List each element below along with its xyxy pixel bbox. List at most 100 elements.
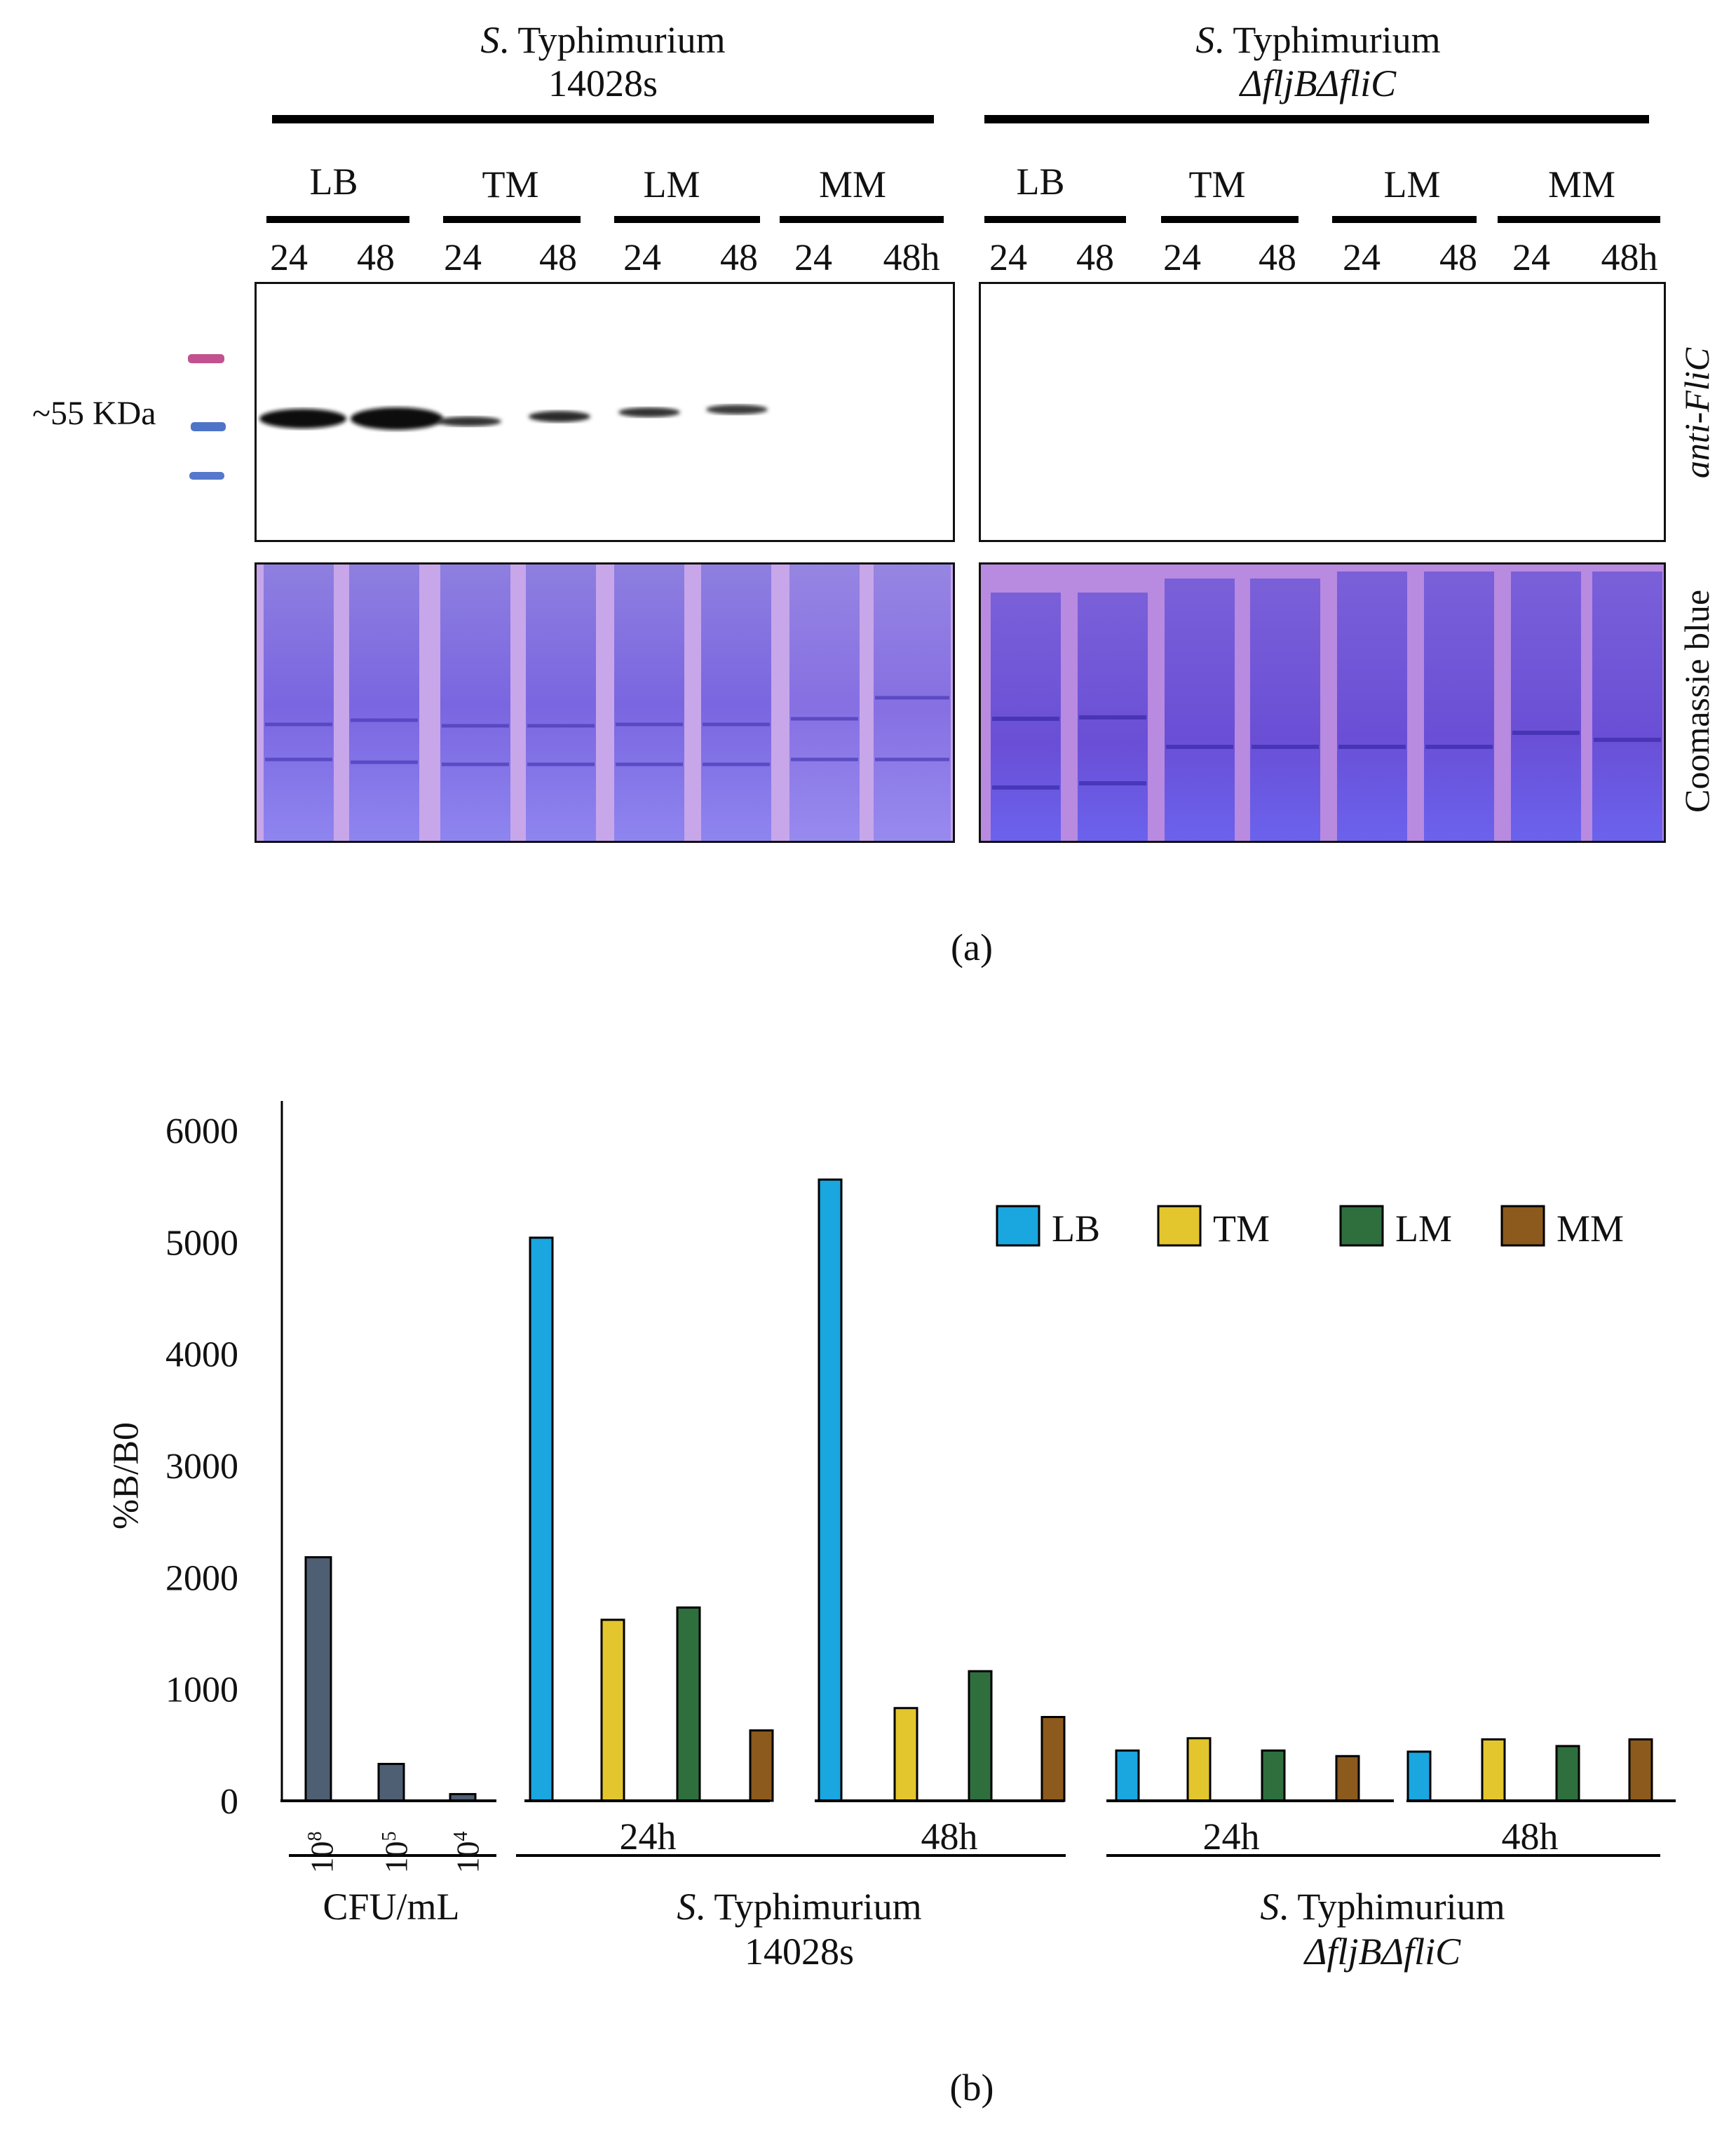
marker-size-label: ~55 KDa [32, 395, 156, 432]
bar-tm [1186, 1737, 1212, 1802]
time-label: 24 [989, 236, 1027, 278]
marker-band-pink [188, 354, 224, 363]
bar-tm [1481, 1738, 1506, 1802]
western-blot-mutant [979, 282, 1666, 542]
coomassie-gel-mutant [979, 562, 1666, 843]
time-label: 24 [444, 236, 482, 278]
media-rule [1161, 216, 1298, 223]
gel-lanes [981, 565, 1664, 841]
strain1-title: S. Typhimurium [480, 19, 726, 61]
y-tick-label: 2000 [165, 1558, 238, 1598]
media-rule [780, 216, 944, 223]
bar-lm [1261, 1749, 1286, 1802]
y-tick-label: 3000 [165, 1447, 238, 1487]
time-group-label: 24h [1202, 1816, 1260, 1858]
blot-antibody-label: anti-FliC [1677, 347, 1716, 479]
strain2-rule [984, 115, 1649, 123]
time-group-label: 24h [619, 1816, 677, 1858]
legend-label-mm: MM [1557, 1208, 1624, 1250]
legend-label-lb: LB [1052, 1208, 1100, 1250]
time-label: 48 [1076, 236, 1114, 278]
bar-lb [1115, 1749, 1140, 1802]
cfu-group-label: CFU/mL [323, 1886, 460, 1928]
time-label: 48 [1259, 236, 1296, 278]
legend-label-lm: LM [1395, 1208, 1452, 1250]
bar-cfu [377, 1762, 405, 1802]
media-rule [984, 216, 1126, 223]
legend-swatch-tm [1157, 1205, 1202, 1247]
media-label: MM [1547, 163, 1616, 205]
marker-band-blue [191, 422, 226, 431]
strain2-group-label: S. Typhimurium [1260, 1886, 1505, 1928]
strain2-genotype-label: ΔfljBΔfliC [1304, 1931, 1461, 1973]
coomassie-gel-14028s [255, 562, 955, 843]
bar-cfu [304, 1556, 332, 1802]
blot-bands [259, 405, 768, 430]
y-tick-label: 4000 [165, 1335, 238, 1375]
media-rule [614, 216, 760, 223]
bar-lm [968, 1670, 993, 1802]
legend-swatch-lb [996, 1205, 1040, 1247]
x-axis-groups [280, 1799, 1676, 1857]
bar-mm [749, 1729, 774, 1802]
time-group-label: 48h [921, 1816, 978, 1858]
marker-band-blue [189, 472, 224, 480]
time-label: 24 [270, 236, 308, 278]
y-tick-label: 5000 [165, 1223, 238, 1263]
time-label: 24 [1512, 236, 1550, 278]
bar-lb [1406, 1750, 1432, 1802]
time-label: 24 [623, 236, 661, 278]
media-label: LM [1383, 163, 1441, 205]
media-rule [266, 216, 409, 223]
cfu-tick-label: 108 [304, 1831, 340, 1874]
time-label: 24 [1163, 236, 1201, 278]
gel-lanes [257, 565, 953, 841]
media-rule [1332, 216, 1477, 223]
strain2-title: S. Typhimurium [1195, 19, 1441, 61]
panel-a-caption: (a) [951, 926, 993, 968]
bar-mm [1628, 1738, 1653, 1802]
panel-b-caption: (b) [949, 2067, 994, 2109]
media-label: MM [818, 163, 887, 205]
y-tick-label: 1000 [165, 1670, 238, 1710]
media-rule [1498, 216, 1660, 223]
cfu-tick-label: 105 [378, 1831, 414, 1874]
bar-mm [1335, 1755, 1360, 1802]
time-label: 24 [794, 236, 832, 278]
strain1-rule [272, 115, 934, 123]
time-label: 24 [1343, 236, 1381, 278]
y-tick-label: 6000 [165, 1111, 238, 1151]
media-label: LB [309, 161, 358, 203]
legend-swatch-mm [1500, 1205, 1545, 1247]
media-label: TM [482, 163, 539, 205]
time-group-label: 48h [1501, 1816, 1559, 1858]
media-rule [443, 216, 581, 223]
strain2-genotype: ΔfljBΔfliC [1240, 62, 1397, 104]
y-tick-label: 0 [220, 1782, 238, 1822]
bar-tm [600, 1618, 625, 1802]
bar-lb [818, 1178, 843, 1802]
bar-tm [893, 1707, 918, 1802]
cfu-tick-label: 104 [449, 1831, 486, 1874]
strain1-group-label: S. Typhimurium [677, 1886, 922, 1928]
bar-lm [676, 1606, 701, 1802]
bar-lm [1555, 1745, 1580, 1802]
time-label: 48 [539, 236, 577, 278]
time-label: 48 [1439, 236, 1477, 278]
time-label: 48 [720, 236, 758, 278]
media-label: LM [643, 163, 700, 205]
bar-lb [529, 1236, 554, 1802]
gel-stain-label: Coomassie blue [1677, 589, 1716, 813]
legend-label-tm: TM [1213, 1208, 1270, 1250]
strain1-id-label: 14028s [744, 1931, 855, 1973]
bar-mm [1040, 1716, 1066, 1802]
strain1-id: 14028s [548, 62, 658, 104]
western-blot-14028s [255, 282, 955, 542]
time-label: 48h [883, 236, 940, 278]
y-axis-label: %B/B0 [106, 1421, 147, 1530]
media-label: LB [1016, 161, 1065, 203]
time-label: 48h [1601, 236, 1658, 278]
bar-chart: 0 1000 2000 3000 4000 5000 6000 LB TM LM MM [165, 1101, 1676, 1857]
legend-swatch-lm [1339, 1205, 1384, 1247]
time-label: 48 [357, 236, 395, 278]
